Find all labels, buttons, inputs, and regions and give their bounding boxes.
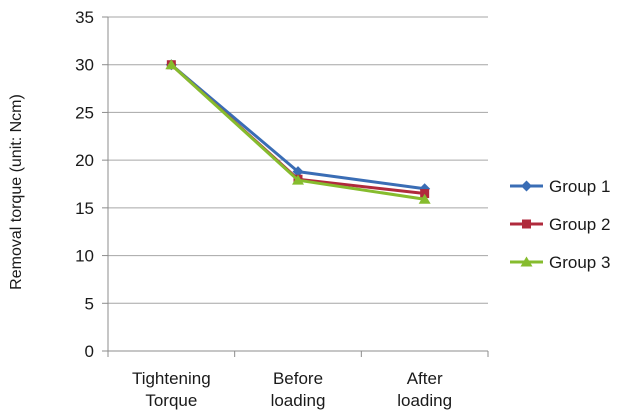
legend-item: Group 3 (510, 253, 610, 272)
data-point (418, 193, 431, 204)
y-tick-label: 35 (75, 8, 94, 27)
y-axis-ticks: 0 5 10 15 20 25 30 35 (75, 8, 94, 361)
y-tick-label: 5 (85, 294, 94, 313)
legend-marker (521, 180, 532, 192)
data-point (420, 189, 430, 199)
legend: Group 1 Group 2 Group 3 (510, 177, 610, 272)
legend-marker (522, 219, 531, 229)
data-point (165, 59, 178, 70)
legend-label: Group 2 (549, 215, 610, 234)
y-tick-label: 25 (75, 103, 94, 122)
x-category-label: Before loading (271, 369, 326, 410)
legend-label: Group 3 (549, 253, 610, 272)
legend-label: Group 1 (549, 177, 610, 196)
y-tick-label: 20 (75, 151, 94, 170)
x-category-label: Tightening Torque (132, 369, 211, 410)
series (165, 59, 431, 204)
gridlines (102, 16, 489, 357)
y-tick-label: 10 (75, 247, 94, 266)
x-axis-categories: Tightening Torque Before loading After loadin… (132, 369, 452, 410)
legend-item: Group 1 (510, 177, 610, 196)
data-point (292, 174, 304, 185)
series-1 (165, 59, 431, 195)
y-tick-label: 30 (75, 56, 94, 75)
y-tick-label: 0 (85, 342, 94, 361)
x-category-label: After loading (397, 369, 452, 410)
legend-item: Group 2 (510, 215, 610, 234)
legend-marker (520, 256, 533, 267)
y-tick-label: 15 (75, 199, 94, 218)
series-3 (165, 59, 431, 204)
data-point (292, 166, 304, 178)
y-axis-title: Removal torque (unit: Ncm) (8, 94, 25, 290)
